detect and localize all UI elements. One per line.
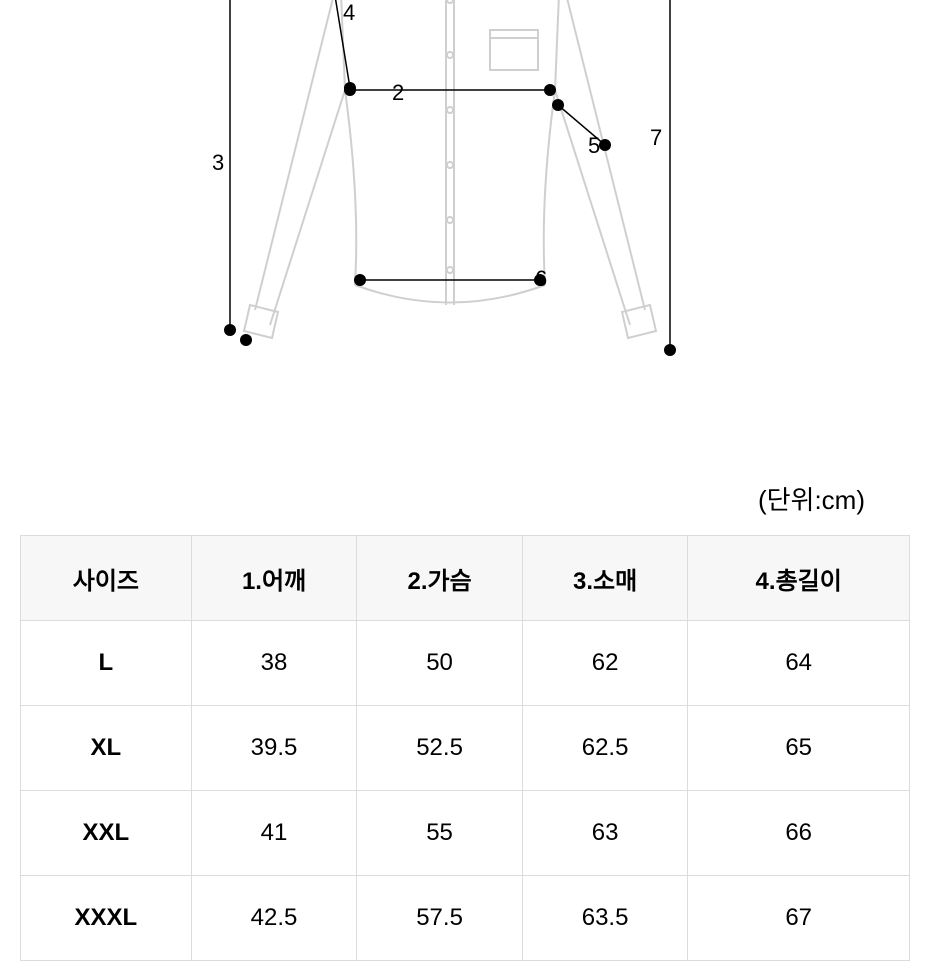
- unit-label: (단위:cm): [758, 480, 865, 517]
- diagram-label-6: 6: [535, 266, 547, 292]
- cell: 50: [357, 621, 523, 706]
- shirt-svg: [200, 0, 700, 390]
- col-chest: 2.가슴: [357, 536, 523, 621]
- cell: 67: [688, 876, 910, 961]
- cell: 64: [688, 621, 910, 706]
- col-length: 4.총길이: [688, 536, 910, 621]
- cell: L: [21, 621, 192, 706]
- cell: 63.5: [522, 876, 688, 961]
- shirt-diagram: 4 2 3 5 6 7: [0, 0, 925, 420]
- cell: 62: [522, 621, 688, 706]
- cell: 38: [191, 621, 357, 706]
- diagram-label-4: 4: [343, 0, 355, 26]
- table-row: XXL 41 55 63 66: [21, 791, 910, 876]
- table-row: XL 39.5 52.5 62.5 65: [21, 706, 910, 791]
- cell: 66: [688, 791, 910, 876]
- table-row: XXXL 42.5 57.5 63.5 67: [21, 876, 910, 961]
- cell: 63: [522, 791, 688, 876]
- cell: 55: [357, 791, 523, 876]
- col-size: 사이즈: [21, 536, 192, 621]
- diagram-label-3: 3: [212, 150, 224, 176]
- cell: XL: [21, 706, 192, 791]
- cell: 42.5: [191, 876, 357, 961]
- cell: 52.5: [357, 706, 523, 791]
- diagram-label-7: 7: [650, 125, 662, 151]
- cell: XXXL: [21, 876, 192, 961]
- table-row: L 38 50 62 64: [21, 621, 910, 706]
- cell: 39.5: [191, 706, 357, 791]
- cell: 65: [688, 706, 910, 791]
- diagram-label-2: 2: [392, 80, 404, 106]
- cell: 41: [191, 791, 357, 876]
- col-sleeve: 3.소매: [522, 536, 688, 621]
- table-header-row: 사이즈 1.어깨 2.가슴 3.소매 4.총길이: [21, 536, 910, 621]
- cell: 57.5: [357, 876, 523, 961]
- diagram-label-5: 5: [588, 133, 600, 159]
- cell: 62.5: [522, 706, 688, 791]
- cell: XXL: [21, 791, 192, 876]
- col-shoulder: 1.어깨: [191, 536, 357, 621]
- size-table: 사이즈 1.어깨 2.가슴 3.소매 4.총길이 L 38 50 62 64 X…: [20, 535, 910, 961]
